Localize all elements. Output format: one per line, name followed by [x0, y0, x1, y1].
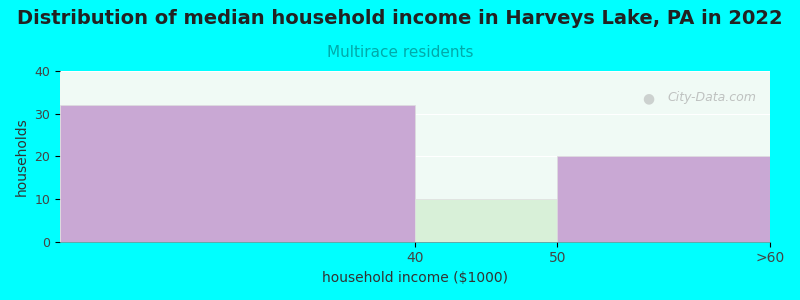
- Bar: [415, 199, 558, 242]
- Text: Distribution of median household income in Harveys Lake, PA in 2022: Distribution of median household income …: [17, 9, 783, 28]
- X-axis label: household income ($1000): household income ($1000): [322, 271, 508, 285]
- Bar: [558, 156, 770, 242]
- Bar: [60, 105, 415, 242]
- Y-axis label: households: households: [15, 117, 29, 196]
- Text: City-Data.com: City-Data.com: [667, 92, 756, 104]
- Text: Multirace residents: Multirace residents: [326, 45, 474, 60]
- Text: ●: ●: [642, 92, 654, 106]
